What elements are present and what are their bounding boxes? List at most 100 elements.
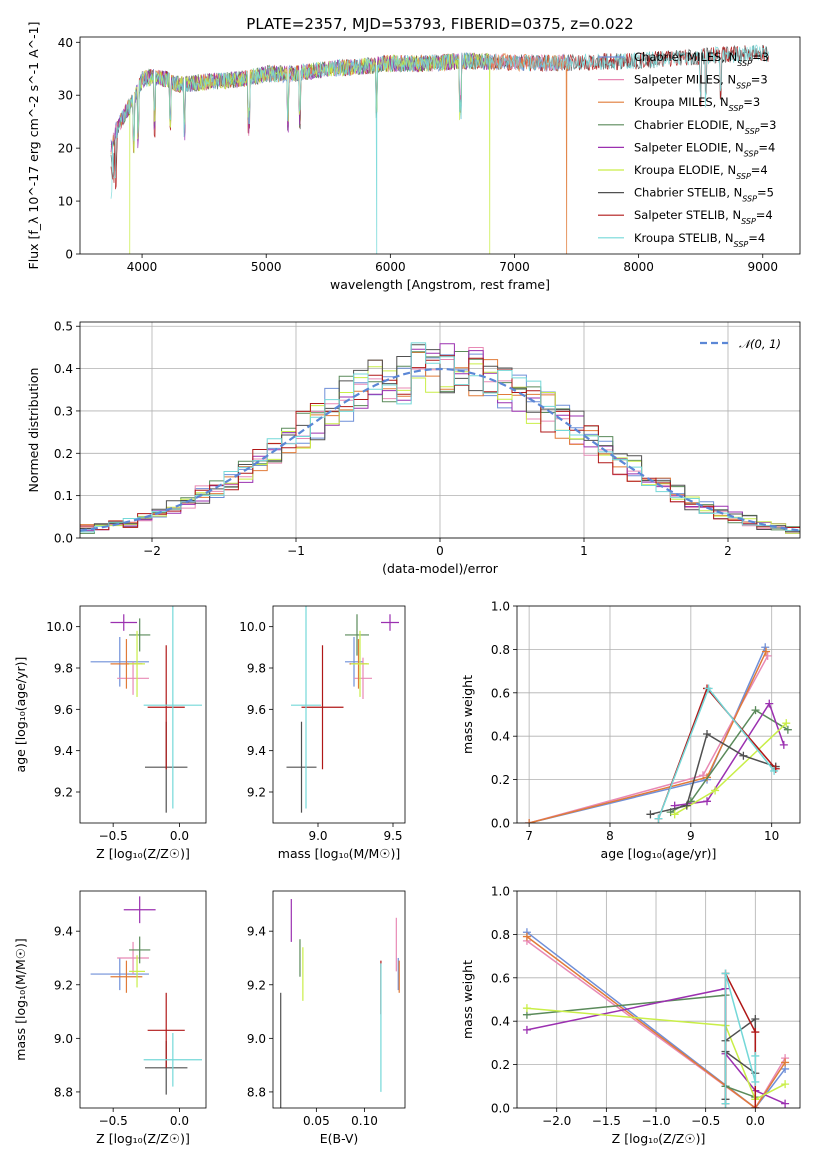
weight-marker-kroupa-stelib (751, 1051, 760, 1060)
residuals-histogram: −2 −1 0 1 2 0.0 0.1 0.2 0.3 0.4 0.5 (data-model)/er… (26, 320, 801, 576)
y-tick-label: 9.2 (54, 786, 73, 800)
weight-marker-chabrier-stelib (646, 810, 655, 819)
spectrum-plot: 4000 5000 6000 7000 8000 9000 0 10 20 30 40 wavelen… (26, 22, 801, 292)
errorbar-kroupa-elodie (351, 630, 369, 697)
x-tick-label: 2 (724, 544, 732, 558)
errorbar-salpeter-stelib (147, 645, 185, 770)
y-tick-label: 9.2 (247, 978, 266, 992)
errorbar-salpeter-stelib (147, 992, 185, 1068)
axes: −0.5 0.0 9.2 9.4 9.6 9.8 10.0 Z [log₁₀(Z/Z☉)] ag… (13, 605, 207, 861)
errorbar-salpeter-miles (117, 941, 149, 975)
x-tick-label: 0.0 (170, 1114, 189, 1128)
y-tick-label: 9.0 (54, 1032, 73, 1046)
legend-entry-normal: 𝒩(0, 1) (739, 337, 781, 351)
y-tick-label: 0.4 (54, 362, 73, 376)
axes: −2.0 −1.5 −1.0 −0.5 0.0 0.0 0.2 0.4 0.6 0.8 1.0 Z [… (460, 885, 801, 1146)
y-tick-label: 40 (58, 36, 73, 50)
weight-marker-chabrier-elodie (751, 706, 760, 715)
weight-line-salpeter-miles (526, 940, 786, 1108)
y-tick-label: 0.8 (491, 643, 510, 657)
data-layer (90, 606, 203, 813)
y-axis-label: mass [log₁₀(M/M☉)] (13, 938, 28, 1060)
weight-marker-kroupa-stelib (751, 1077, 760, 1086)
spectrum-legend: Chabrier MILES, NSSP=3 Salpeter MILES, NS… (598, 50, 776, 248)
weight-marker-kroupa-stelib (721, 969, 730, 978)
x-axis-label: (data-model)/error (382, 561, 499, 576)
x-tick-label: 8 (606, 829, 614, 843)
axes-frame (272, 605, 406, 824)
data-layer (525, 643, 792, 823)
x-tick-label: 9 (687, 829, 695, 843)
legend-entry-salpeter-stelib: Salpeter STELIB, NSSP=4 (634, 208, 773, 226)
errorbar-chabrier-elodie (345, 614, 369, 656)
x-tick-label: 0.0 (746, 1114, 765, 1128)
axes: −0.5 0.0 8.8 9.0 9.2 9.4 Z [log₁₀(Z/Z☉)] mass [… (13, 890, 207, 1146)
normal-curve (80, 367, 800, 532)
y-tick-label: 0.0 (491, 817, 510, 831)
legend-entry-kroupa-elodie: Kroupa ELODIE, NSSP=4 (634, 163, 768, 181)
errorbar-salpeter-elodie (123, 896, 156, 924)
x-tick-label: 0.10 (351, 1114, 378, 1128)
errorbar-kroupa-elodie (129, 955, 145, 988)
weight-marker-kroupa-stelib (704, 684, 713, 693)
weight-line-kroupa-stelib (724, 973, 757, 1104)
axes: 9.0 9.5 9.2 9.4 9.6 9.8 10.0 mass [log₁₀(M/M☉)] (239, 605, 406, 861)
y-tick-label: 0.4 (491, 730, 510, 744)
x-tick-label: 0.0 (170, 829, 189, 843)
y-tick-label: 0.4 (491, 1015, 510, 1029)
legend-entry-salpeter-miles: Salpeter MILES, NSSP=3 (634, 73, 768, 91)
x-axis-label: Z [log₁₀(Z/Z☉)] (96, 1131, 190, 1146)
weight-marker-chabrier-stelib (682, 801, 691, 810)
axes-frame (516, 890, 801, 1109)
x-axis-label: Z [log₁₀(Z/Z☉)] (612, 1131, 706, 1146)
weight-line-kroupa-miles (526, 936, 786, 1108)
weight-marker-salpeter-stelib (751, 1028, 760, 1037)
x-axis-label: Z [log₁₀(Z/Z☉)] (96, 846, 190, 861)
y-tick-label: 9.4 (54, 744, 73, 758)
axes-frame (79, 890, 207, 1109)
axes-frame (79, 605, 207, 824)
data-layer (286, 606, 399, 813)
y-tick-label: 0.3 (54, 404, 73, 418)
y-tick-label: 0.5 (54, 320, 73, 334)
y-tick-label: 0.0 (54, 532, 73, 546)
errorbar-salpeter-elodie (381, 614, 399, 631)
y-tick-label: 9.0 (247, 1032, 266, 1046)
weight-marker-kroupa-elodie (782, 719, 791, 728)
y-axis-label: Flux [f_λ 10^-17 erg cm^-2 s^-1 A^-1] (26, 22, 41, 270)
errorbar-salpeter-miles (354, 657, 372, 699)
weight-marker-salpeter-miles (763, 651, 772, 660)
x-tick-label: 7000 (499, 260, 530, 274)
errorbar-chabrier-elodie (129, 618, 151, 652)
weight-marker-chabrier-stelib (739, 751, 748, 760)
legend-entry-kroupa-stelib: Kroupa STELIB, NSSP=4 (634, 231, 765, 249)
y-tick-label: 9.4 (54, 925, 73, 939)
data-layer (110, 44, 770, 254)
x-tick-label: −2 (143, 544, 161, 558)
x-tick-label: 5000 (251, 260, 282, 274)
mass-weight-vs-metallicity-plot: −2.0 −1.5 −1.0 −0.5 0.0 0.0 0.2 0.4 0.6 0.8 1.0 Z [… (460, 885, 801, 1146)
data-layer (522, 928, 790, 1108)
weight-marker-kroupa-elodie (711, 786, 720, 795)
axes: 7 8 9 10 0.0 0.2 0.4 0.6 0.8 1.0 age [log₁₀(age/yr… (460, 600, 801, 861)
x-tick-label: −1.5 (592, 1114, 621, 1128)
weight-marker-chabrier-elodie (783, 725, 792, 734)
mass-vs-metallicity-plot: −0.5 0.0 8.8 9.0 9.2 9.4 Z [log₁₀(Z/Z☉)] mass [… (13, 890, 207, 1146)
weight-marker-kroupa-miles (762, 647, 771, 656)
y-tick-label: 30 (58, 89, 73, 103)
mass-weight-vs-age-plot: 7 8 9 10 0.0 0.2 0.4 0.6 0.8 1.0 age [log₁₀(age/yr… (460, 600, 801, 861)
x-tick-label: −2.0 (542, 1114, 571, 1128)
errorbar-kroupa-elodie (129, 630, 145, 697)
y-tick-label: 9.6 (54, 703, 73, 717)
x-tick-label: 1 (580, 544, 588, 558)
weight-line-chabrier-miles (526, 931, 786, 1108)
data-layer (90, 896, 203, 1095)
y-axis-label: Normed distribution (26, 368, 41, 493)
errorbar-kroupa-stelib (143, 606, 203, 809)
y-tick-label: 9.8 (54, 662, 73, 676)
x-tick-label: 0 (436, 544, 444, 558)
figure-title: PLATE=2357, MJD=53793, FIBERID=0375, z=0… (246, 15, 633, 33)
errorbar-chabrier-elodie (129, 936, 151, 964)
weight-marker-chabrier-stelib (703, 730, 712, 739)
